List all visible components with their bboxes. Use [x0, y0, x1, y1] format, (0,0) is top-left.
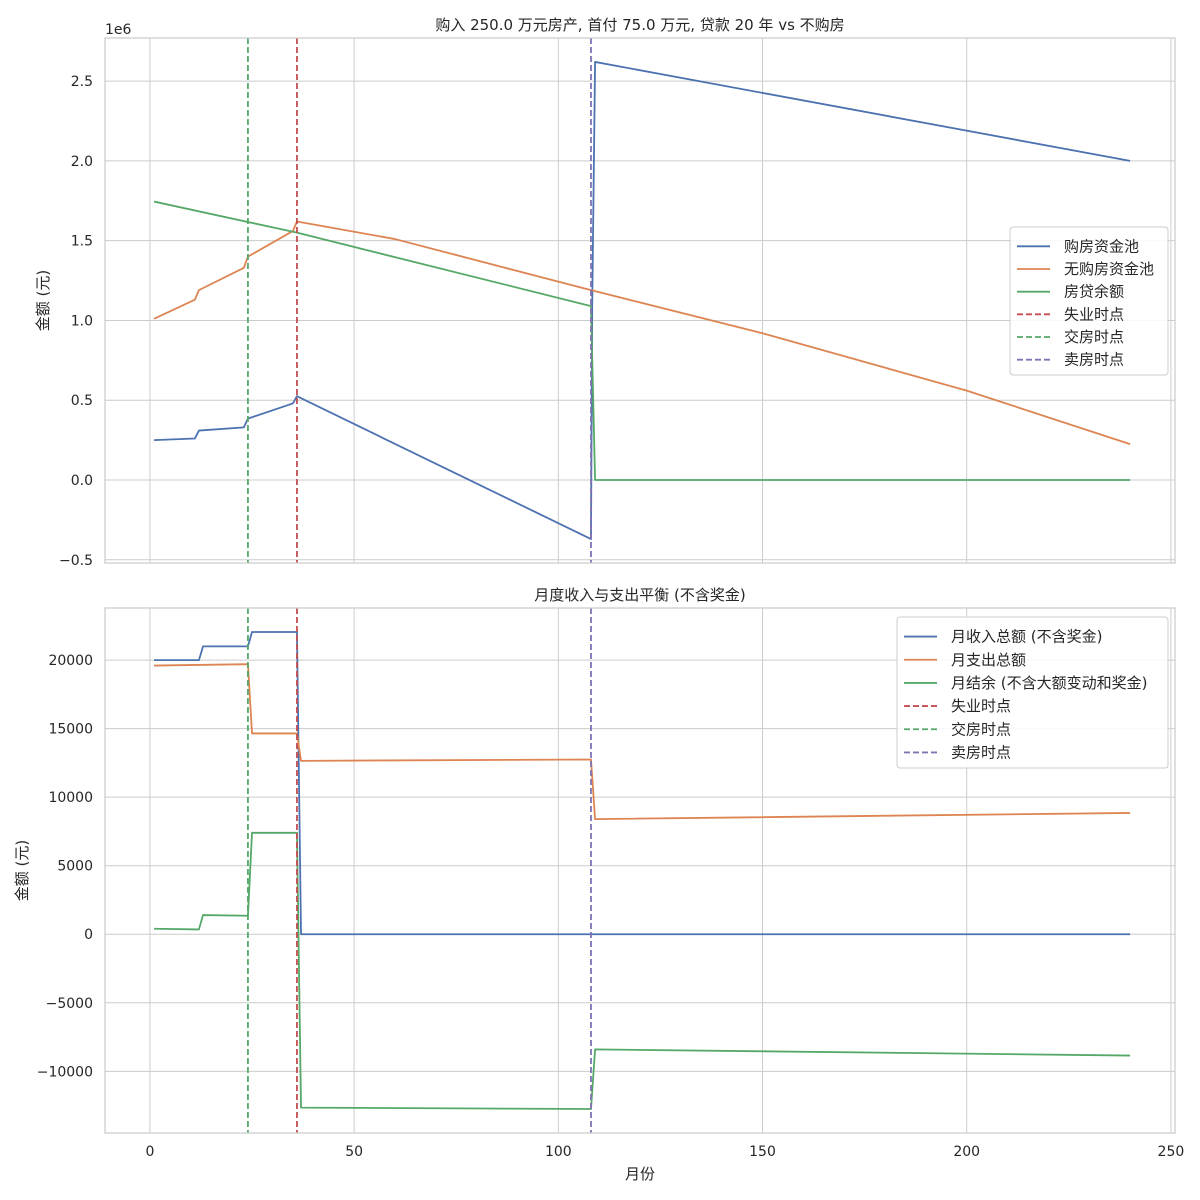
y-tick-label: 2.0	[71, 154, 93, 170]
legend-label-5: 卖房时点	[951, 743, 1011, 761]
chart-title: 购入 250.0 万元房产, 首付 75.0 万元, 贷款 20 年 vs 不购…	[435, 16, 844, 34]
y-tick-label: 2.5	[71, 74, 93, 90]
plot-frame	[104, 607, 1176, 1134]
legend-label-4: 交房时点	[1064, 328, 1124, 346]
legend-label-0: 月收入总额 (不含奖金)	[951, 628, 1102, 646]
series-line-2	[153, 831, 1131, 1110]
legend-label-2: 房贷余额	[1064, 283, 1124, 301]
x-tick-label: 150	[749, 1144, 776, 1160]
y-tick-label: 1.5	[71, 234, 93, 250]
y-tick-label: 5000	[57, 859, 93, 875]
series-line-0	[154, 631, 1131, 936]
x-tick-label: 250	[1158, 1144, 1185, 1160]
legend-label-3: 失业时点	[1064, 305, 1124, 323]
x-tick-label: 50	[345, 1144, 363, 1160]
chart-panel-monthly-balance: −10000 −5000 0 5000 10000 15000 20000 0 50 100 150…	[13, 586, 1184, 1183]
legend-label-3: 失业时点	[951, 697, 1011, 715]
y-tick-label: −10000	[37, 1064, 93, 1080]
x-axis-label: 月份	[625, 1165, 655, 1183]
y-axis-label: 金额 (元)	[13, 840, 31, 901]
y-tick-label: 20000	[48, 653, 93, 669]
legend-label-2: 月结余 (不含大额变动和奖金)	[951, 674, 1147, 692]
x-tick-label: 200	[953, 1144, 980, 1160]
chart-title: 月度收入与支出平衡 (不含奖金)	[534, 586, 745, 604]
plot-frame	[104, 37, 1176, 564]
chart-panel-housing-pool: −0.5 0.0 0.5 1.0 1.5 2.0 2.5 1e6 购入 250.0 万元房产, …	[34, 16, 1176, 569]
y-offset-label: 1e6	[105, 22, 132, 38]
series-line-1	[153, 220, 1131, 445]
y-tick-label: −0.5	[59, 553, 93, 569]
y-tick-label: 0.5	[71, 393, 93, 409]
y-tick-label: 10000	[48, 790, 93, 806]
y-tick-label: 0	[84, 927, 93, 943]
x-tick-label: 100	[545, 1144, 572, 1160]
legend-label-4: 交房时点	[951, 720, 1011, 738]
y-axis-label: 金额 (元)	[34, 270, 52, 331]
legend-label-1: 无购房资金池	[1064, 260, 1154, 278]
legend-box	[896, 616, 1169, 769]
legend-label-5: 卖房时点	[1064, 351, 1124, 369]
y-tick-label: 0.0	[71, 473, 93, 489]
series-line-0	[153, 61, 1131, 540]
series-line-2	[153, 200, 1131, 481]
legend-label-0: 购房资金池	[1064, 237, 1139, 255]
x-tick-label: 0	[145, 1144, 154, 1160]
legend-label-1: 月支出总额	[951, 651, 1026, 669]
legend-box	[1009, 226, 1169, 376]
y-tick-label: 1.0	[71, 313, 93, 329]
y-tick-label: 15000	[48, 722, 93, 738]
y-tick-label: −5000	[46, 996, 93, 1012]
